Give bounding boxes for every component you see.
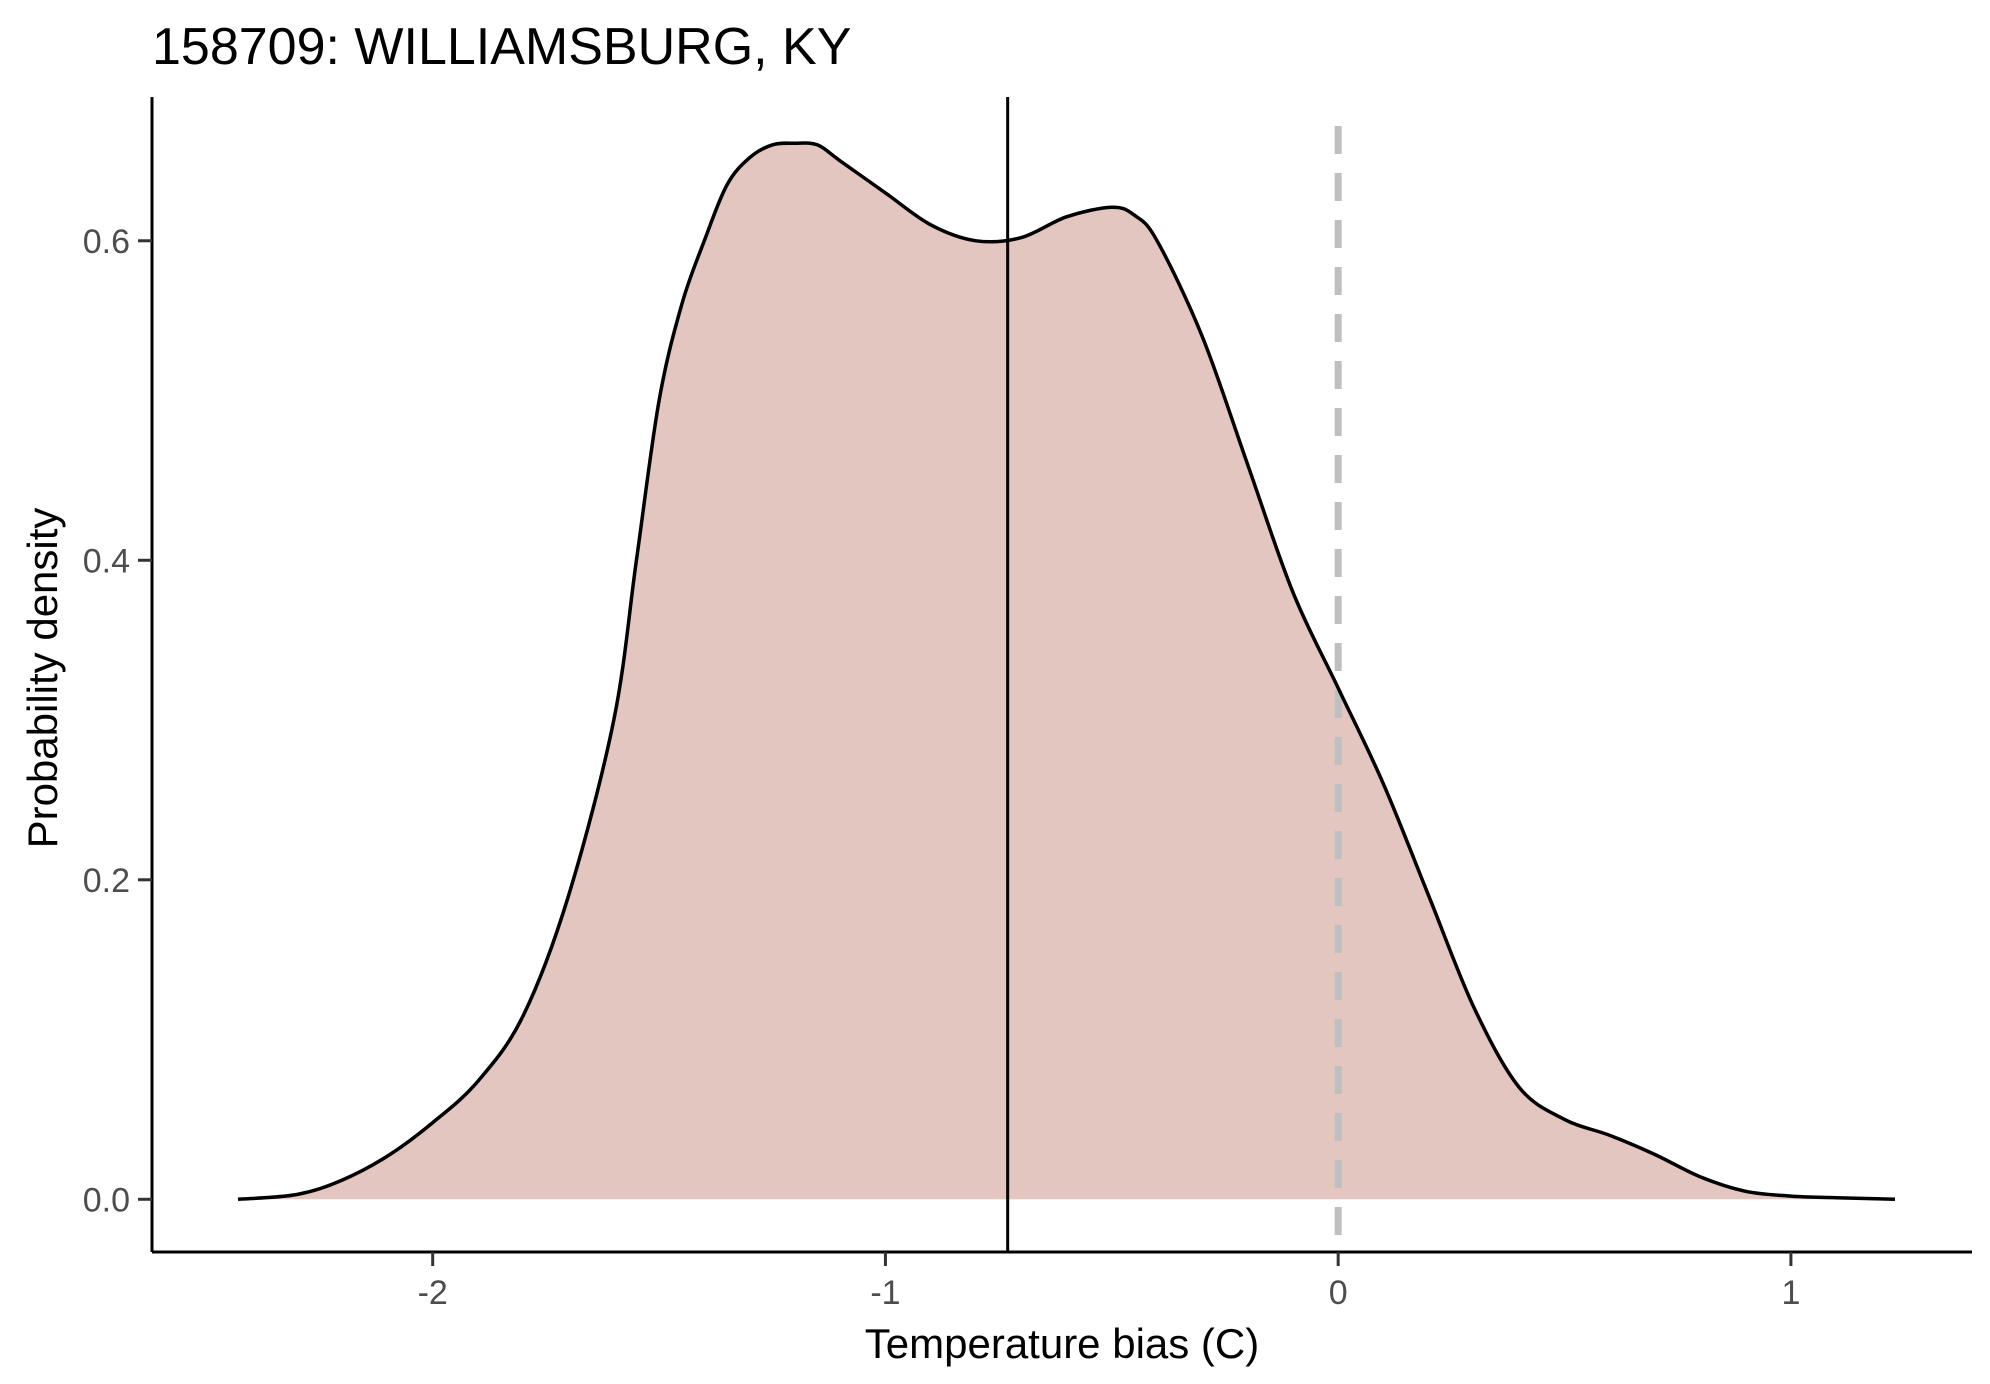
- density-area: [238, 143, 1895, 1200]
- y-tick-label: 0.6: [83, 223, 130, 261]
- x-axis-title: Temperature bias (C): [865, 1320, 1259, 1367]
- x-tick-label: -1: [870, 1274, 900, 1312]
- x-axis-ticks: -2 -1 0 1: [418, 1252, 1800, 1312]
- y-tick-label: 0.0: [83, 1181, 130, 1219]
- y-axis-title: Probability density: [19, 508, 66, 849]
- density-line: [237, 141, 1896, 1202]
- y-tick-label: 0.2: [83, 862, 130, 900]
- y-axis-ticks: 0.0 0.2 0.4 0.6: [83, 223, 152, 1219]
- x-tick-label: 0: [1329, 1274, 1348, 1312]
- x-tick-label: -2: [418, 1274, 448, 1312]
- x-tick-label: 1: [1781, 1274, 1800, 1312]
- chart-title: 158709: WILLIAMSBURG, KY: [152, 18, 851, 76]
- y-tick-label: 0.4: [83, 542, 130, 580]
- plot-area: [237, 97, 1896, 1252]
